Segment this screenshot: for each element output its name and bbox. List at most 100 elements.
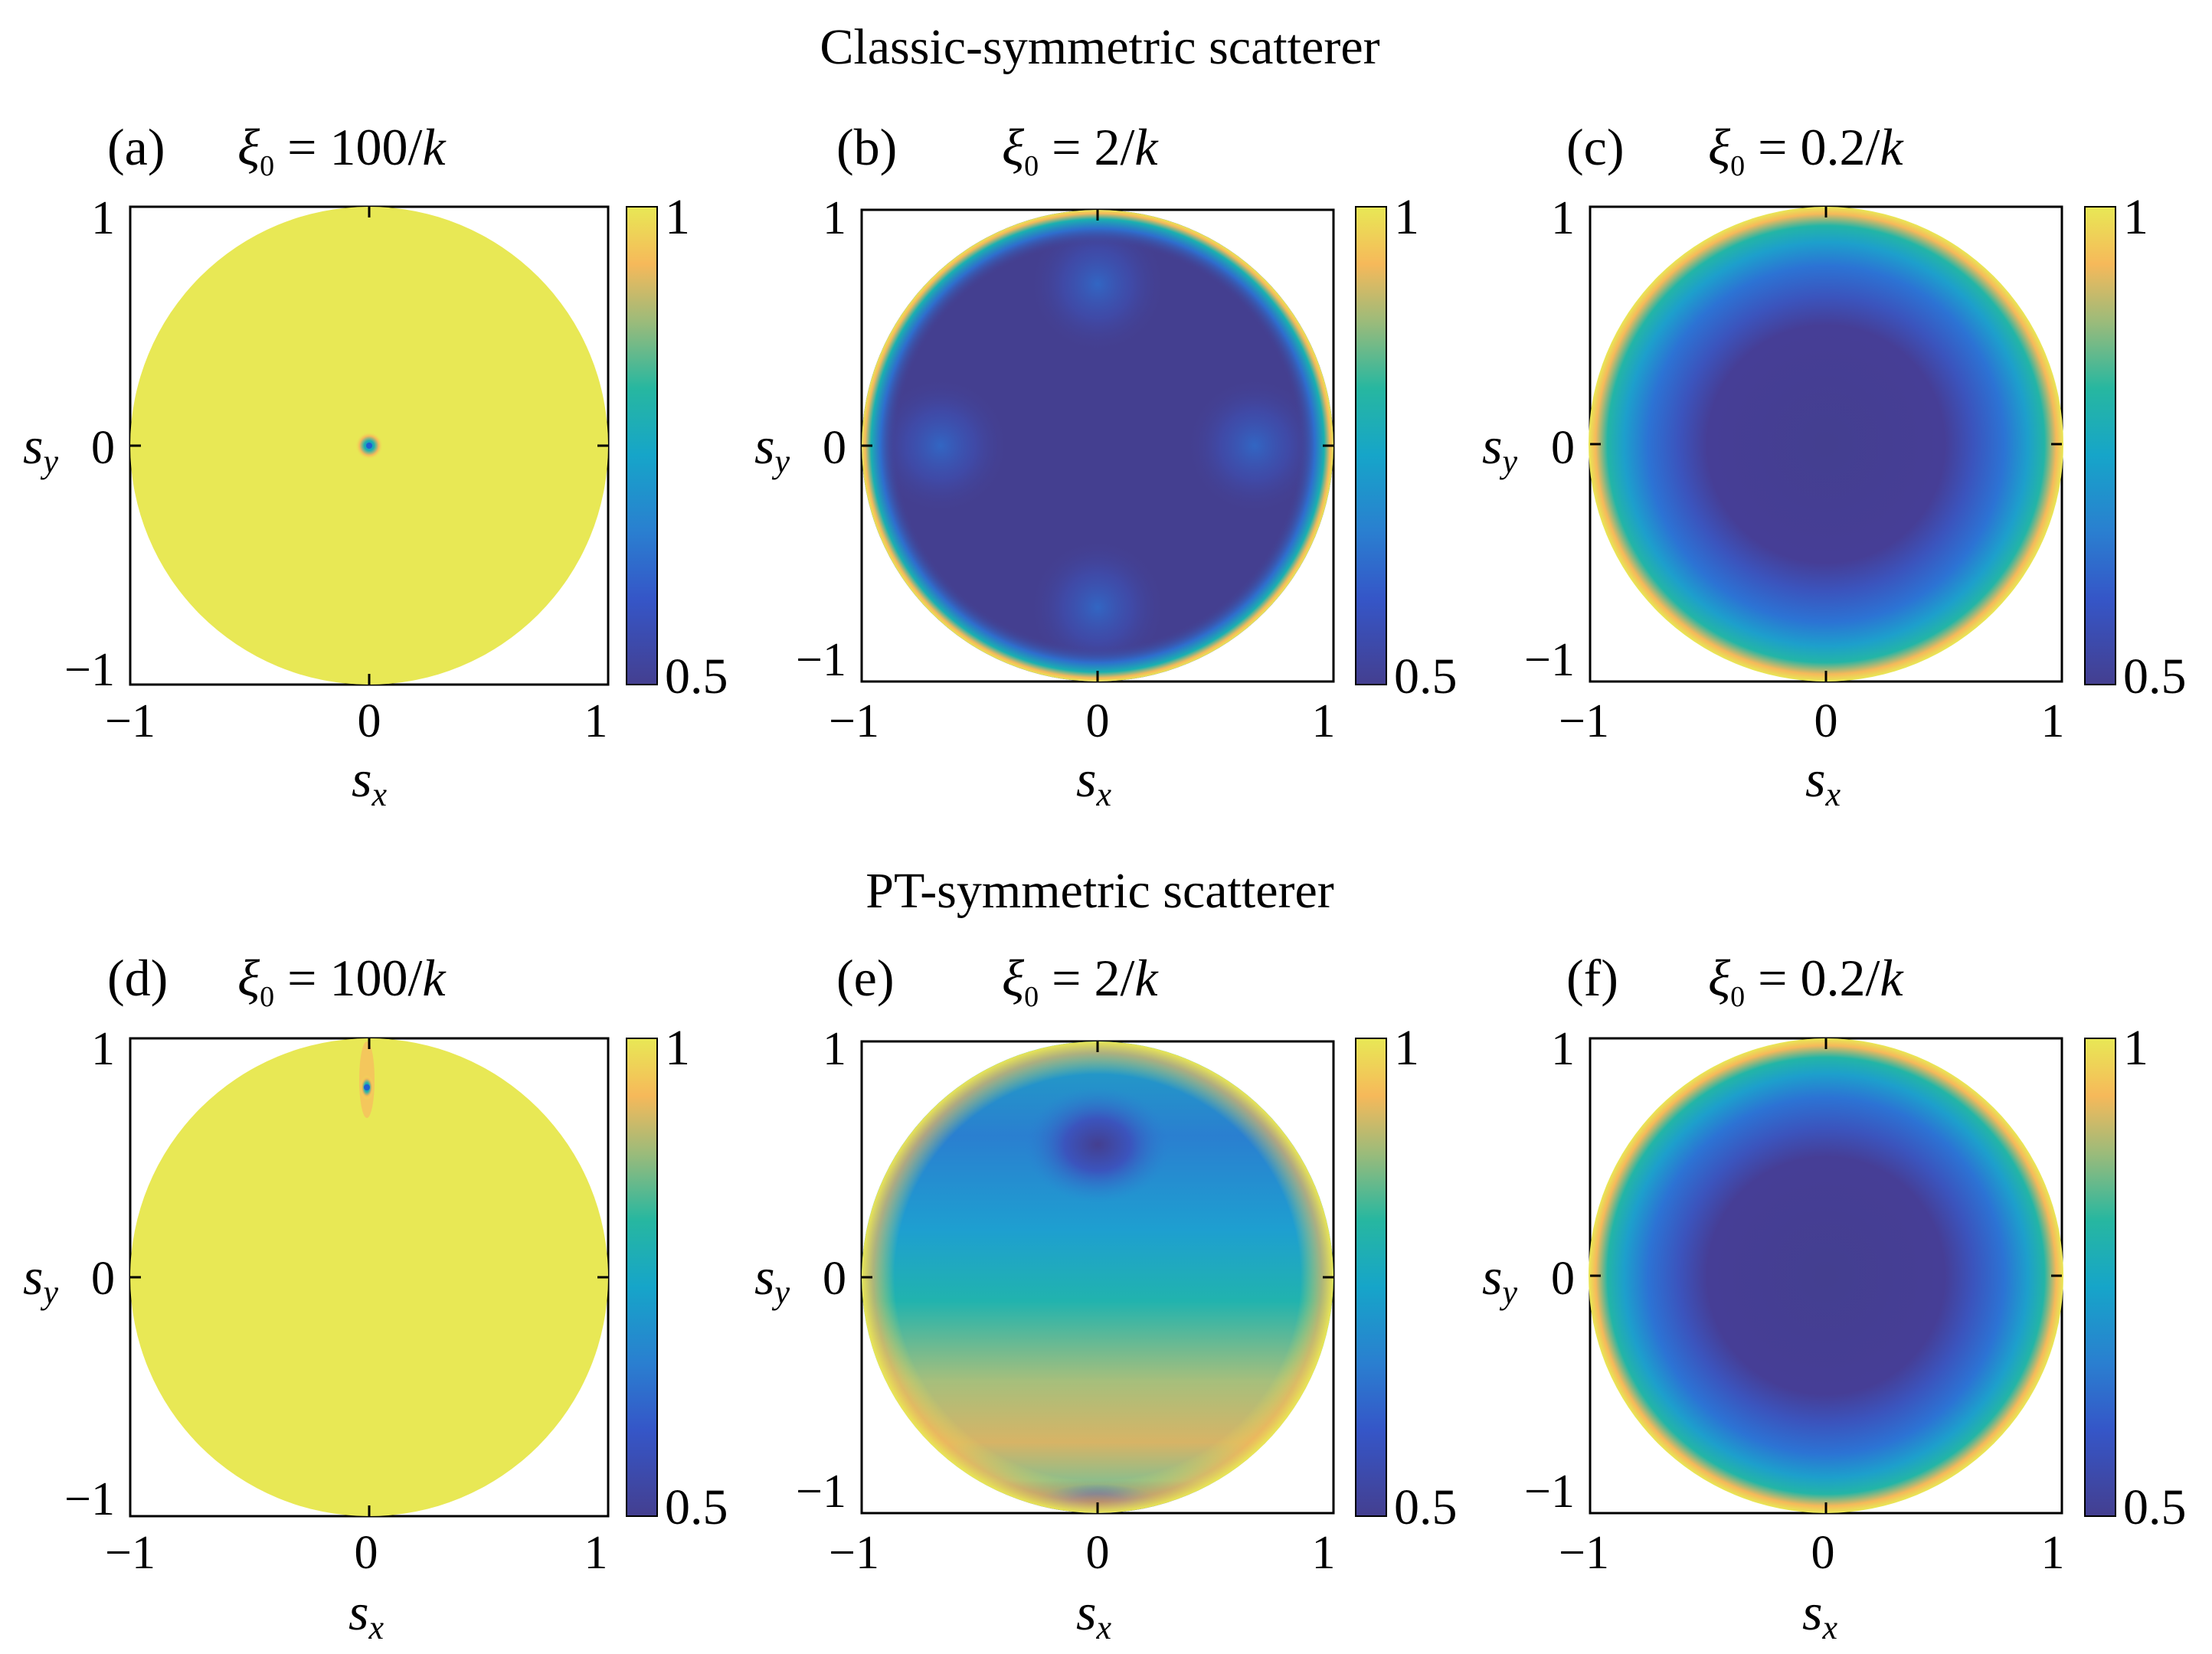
panel-b-xtick-0: −1 <box>829 695 879 747</box>
panel-f-ticks <box>1590 1038 2062 1513</box>
panel-d-xtick-2: 1 <box>584 1527 608 1579</box>
panel-e-cb-tick-1: 0.5 <box>1394 1479 1458 1535</box>
panel-a-colorbar <box>626 206 658 685</box>
panel-c-ticks <box>1590 207 2062 682</box>
panel-b-cb-tick-0: 1 <box>1394 189 1419 245</box>
panel-c-cb-tick-1: 0.5 <box>2123 649 2187 704</box>
panel-f-disk <box>1589 1038 2063 1513</box>
panel-f-cb-tick-1: 0.5 <box>2123 1479 2187 1535</box>
panel-e-ticks <box>862 1041 1333 1513</box>
panel-f-ylabel: sy <box>1482 1247 1517 1311</box>
panel-e-xtick-1: 0 <box>1086 1527 1110 1579</box>
panel-c-ytick-1: 0 <box>1551 422 1575 474</box>
panel-f-xtick-2: 1 <box>2041 1527 2065 1579</box>
panel-c-xtick-2: 1 <box>2041 695 2065 747</box>
panel-b-ylabel: sy <box>754 417 790 480</box>
panel-a-xtick-0: −1 <box>105 695 155 747</box>
panel-c-xlabel: sx <box>1805 750 1841 813</box>
panel-b-xlabel: sx <box>1076 750 1111 813</box>
panel-b-ytick-1: 0 <box>823 422 846 474</box>
panel-b-xtick-1: 0 <box>1086 695 1110 747</box>
panel-c-ytick-0: 1 <box>1551 192 1575 244</box>
panel-f-label: (f) <box>1566 949 1618 1007</box>
panel-d-ytick-1: 0 <box>91 1253 115 1305</box>
panel-b-label: (b) <box>836 118 897 176</box>
panel-c-ytick-2: −1 <box>1524 634 1575 686</box>
panel-a-xtick-1: 0 <box>358 695 381 747</box>
panel-a: (a) ξ0 = 100/k −1 0 1 1 0 −1 sx sy 1 0.5 <box>23 118 728 813</box>
panel-d: (d) ξ0 = 100/k −1 0 1 1 0 −1 sx sy 1 0.5 <box>23 949 728 1646</box>
panel-c-xi: ξ0 = 0.2/k <box>1708 118 1904 182</box>
panel-b-xi: ξ0 = 2/k <box>1002 118 1159 182</box>
panel-c-xtick-1: 0 <box>1814 695 1838 747</box>
panel-f-xtick-0: −1 <box>1559 1527 1609 1579</box>
panel-c-label: (c) <box>1566 118 1624 176</box>
panel-e-ytick-2: −1 <box>796 1466 846 1518</box>
panel-e-xlabel: sx <box>1076 1583 1111 1646</box>
row-title-pt: PT-symmetric scatterer <box>865 863 1334 919</box>
panel-d-xi: ξ0 = 100/k <box>237 949 447 1013</box>
panel-b-xtick-2: 1 <box>1312 695 1336 747</box>
panel-e-colorbar <box>1355 1038 1387 1517</box>
panel-d-ticks <box>130 1038 608 1516</box>
panel-b-ytick-0: 1 <box>823 192 846 244</box>
panel-f-xlabel: sx <box>1802 1583 1837 1646</box>
panel-b-ticks <box>862 210 1333 682</box>
panel-d-ylabel: sy <box>23 1247 58 1311</box>
panel-d-disk <box>130 1038 608 1516</box>
panel-f-ytick-0: 1 <box>1551 1023 1575 1075</box>
panel-b-ytick-2: −1 <box>796 634 846 686</box>
panel-e-ytick-1: 0 <box>823 1253 846 1305</box>
panel-b-cb-tick-1: 0.5 <box>1394 649 1458 704</box>
panel-e-xtick-2: 1 <box>1312 1527 1336 1579</box>
panel-c-cb-tick-0: 1 <box>2123 189 2148 245</box>
panel-e-xtick-0: −1 <box>829 1527 879 1579</box>
panel-e-heatmap <box>862 1041 1333 1513</box>
panel-a-cb-tick-0: 1 <box>665 189 690 245</box>
panel-f-cb-tick-0: 1 <box>2123 1020 2148 1076</box>
panel-e-cb-tick-0: 1 <box>1394 1020 1419 1076</box>
panel-c-disk <box>1589 207 2063 682</box>
panel-b-heatmap <box>862 210 1333 682</box>
panel-a-ylabel: sy <box>23 417 58 480</box>
panel-d-xlabel: sx <box>348 1583 384 1646</box>
panel-c-ylabel: sy <box>1482 417 1517 480</box>
panel-e-ylabel: sy <box>754 1247 790 1311</box>
panel-d-label: (d) <box>107 949 168 1007</box>
panel-a-ticks <box>130 207 608 685</box>
panel-c: (c) ξ0 = 0.2/k −1 0 1 1 0 −1 sx sy 1 0.5 <box>1482 118 2187 813</box>
panel-e-label: (e) <box>836 949 894 1007</box>
panel-f-xi: ξ0 = 0.2/k <box>1708 949 1904 1013</box>
panel-d-xtick-1: 0 <box>355 1527 378 1579</box>
panel-f: (f) ξ0 = 0.2/k −1 0 1 1 0 −1 sx sy 1 0.5 <box>1482 949 2187 1646</box>
panel-f-colorbar <box>2084 1038 2116 1517</box>
panel-a-ytick-2: −1 <box>64 644 115 696</box>
panel-a-xi: ξ0 = 100/k <box>237 118 447 182</box>
panel-a-ytick-1: 0 <box>91 422 115 474</box>
panel-a-xtick-2: 1 <box>584 695 608 747</box>
panel-d-colorbar <box>626 1038 658 1517</box>
panel-d-xtick-0: −1 <box>105 1527 155 1579</box>
panel-c-xtick-0: −1 <box>1559 695 1609 747</box>
panel-f-ytick-2: −1 <box>1524 1466 1575 1518</box>
panel-a-label: (a) <box>107 118 165 176</box>
panel-c-colorbar <box>2084 206 2116 685</box>
panel-e: (e) ξ0 = 2/k −1 0 1 1 0 −1 sx sy 1 0.5 <box>754 949 1458 1646</box>
panel-a-center-core <box>366 443 372 449</box>
panel-d-ytick-0: 1 <box>91 1023 115 1075</box>
panel-a-cb-tick-1: 0.5 <box>665 649 728 704</box>
panel-a-ytick-0: 1 <box>91 192 115 244</box>
panel-e-ytick-0: 1 <box>823 1023 846 1075</box>
panel-b: (b) ξ0 = 2/k −1 0 1 1 0 −1 sx sy 1 0.5 <box>754 118 1458 813</box>
panel-d-dip-core <box>364 1084 370 1090</box>
panel-d-cb-tick-1: 0.5 <box>665 1479 728 1535</box>
panel-f-xtick-1: 0 <box>1811 1527 1835 1579</box>
panel-d-ytick-2: −1 <box>64 1473 115 1525</box>
panel-f-ytick-1: 0 <box>1551 1253 1575 1305</box>
row-title-classic: Classic-symmetric scatterer <box>820 19 1379 75</box>
panel-a-xlabel: sx <box>352 750 387 813</box>
panel-e-xi: ξ0 = 2/k <box>1002 949 1159 1013</box>
panel-b-colorbar <box>1355 206 1387 685</box>
panel-d-cb-tick-0: 1 <box>665 1020 690 1076</box>
